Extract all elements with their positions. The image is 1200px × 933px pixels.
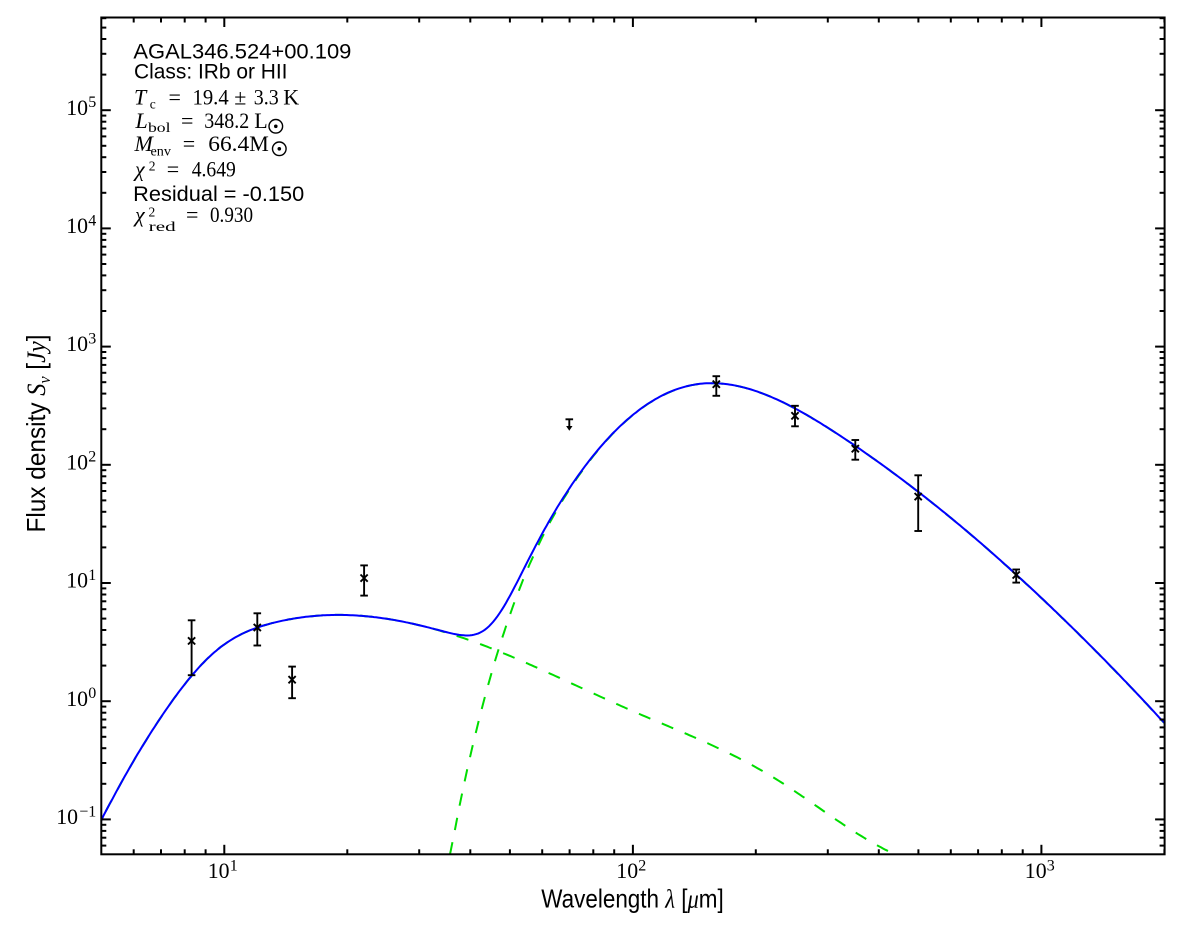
svg-text:Class: IRb or HII: Class: IRb or HII	[134, 61, 288, 84]
svg-text:10: 10	[1025, 859, 1047, 883]
svg-text:2: 2	[149, 205, 156, 220]
svg-text:env: env	[151, 143, 172, 158]
svg-text:=: =	[167, 157, 179, 182]
svg-text:19.4: 19.4	[193, 85, 229, 110]
svg-text:=: =	[186, 202, 198, 227]
svg-text:=: =	[183, 131, 195, 156]
svg-text:red: red	[149, 219, 176, 234]
svg-text:10: 10	[66, 687, 88, 711]
svg-text:L: L	[135, 108, 148, 133]
svg-text:Residual = -0.150: Residual = -0.150	[133, 183, 304, 206]
svg-text:2: 2	[88, 449, 96, 466]
svg-text:10: 10	[66, 214, 88, 238]
svg-text:K: K	[283, 85, 299, 110]
svg-text:2: 2	[638, 857, 646, 874]
svg-text:1: 1	[230, 857, 238, 874]
svg-text:±: ±	[234, 85, 246, 110]
svg-text:1: 1	[88, 567, 96, 584]
svg-text:66.4: 66.4	[208, 131, 249, 156]
svg-text:c: c	[150, 96, 156, 111]
svg-text:M: M	[134, 131, 155, 156]
svg-text:χ: χ	[133, 202, 146, 227]
svg-text:10: 10	[66, 332, 88, 356]
svg-text:3.3: 3.3	[254, 85, 279, 110]
svg-text:Wavelength λ [μm]: Wavelength λ [μm]	[541, 884, 724, 914]
svg-text:2: 2	[149, 159, 156, 174]
svg-text:−1: −1	[79, 803, 96, 820]
svg-text:10: 10	[66, 450, 88, 474]
svg-text:4.649: 4.649	[192, 157, 236, 182]
svg-text:bol: bol	[148, 120, 171, 135]
svg-text:5: 5	[88, 94, 96, 111]
svg-text:10: 10	[66, 569, 88, 593]
svg-text:=: =	[181, 108, 193, 133]
svg-text:T: T	[134, 85, 148, 110]
svg-text:3: 3	[88, 331, 96, 348]
svg-text:χ: χ	[133, 157, 146, 182]
svg-text:=: =	[169, 85, 181, 110]
svg-text:0: 0	[88, 685, 96, 702]
svg-text:4: 4	[88, 212, 96, 229]
svg-text:0.930: 0.930	[210, 202, 253, 227]
svg-text:AGAL346.524+00.109: AGAL346.524+00.109	[133, 40, 351, 63]
svg-text:M: M	[249, 131, 269, 156]
svg-text:Flux density Sν [Jy]: Flux density Sν [Jy]	[21, 335, 54, 533]
svg-text:10: 10	[616, 859, 638, 883]
svg-text:10: 10	[66, 96, 88, 120]
svg-text:L: L	[254, 108, 267, 133]
svg-text:348.2: 348.2	[204, 108, 249, 133]
svg-text:10: 10	[56, 805, 78, 829]
svg-text:3: 3	[1047, 857, 1055, 874]
svg-text:10: 10	[208, 859, 230, 883]
